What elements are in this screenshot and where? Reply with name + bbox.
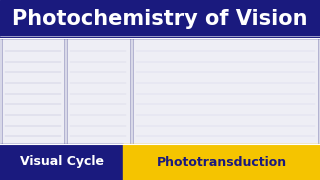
Text: Phototransduction: Phototransduction (156, 156, 287, 168)
Bar (123, 144, 320, 180)
Bar (0, 0, 320, 38)
Bar (2, 36, 64, 145)
Bar (0, 38, 320, 144)
Bar (67, 36, 130, 145)
Bar (133, 36, 318, 145)
Bar (0, 144, 123, 180)
Text: Photochemistry of Vision: Photochemistry of Vision (12, 9, 308, 29)
Text: Visual Cycle: Visual Cycle (20, 156, 104, 168)
